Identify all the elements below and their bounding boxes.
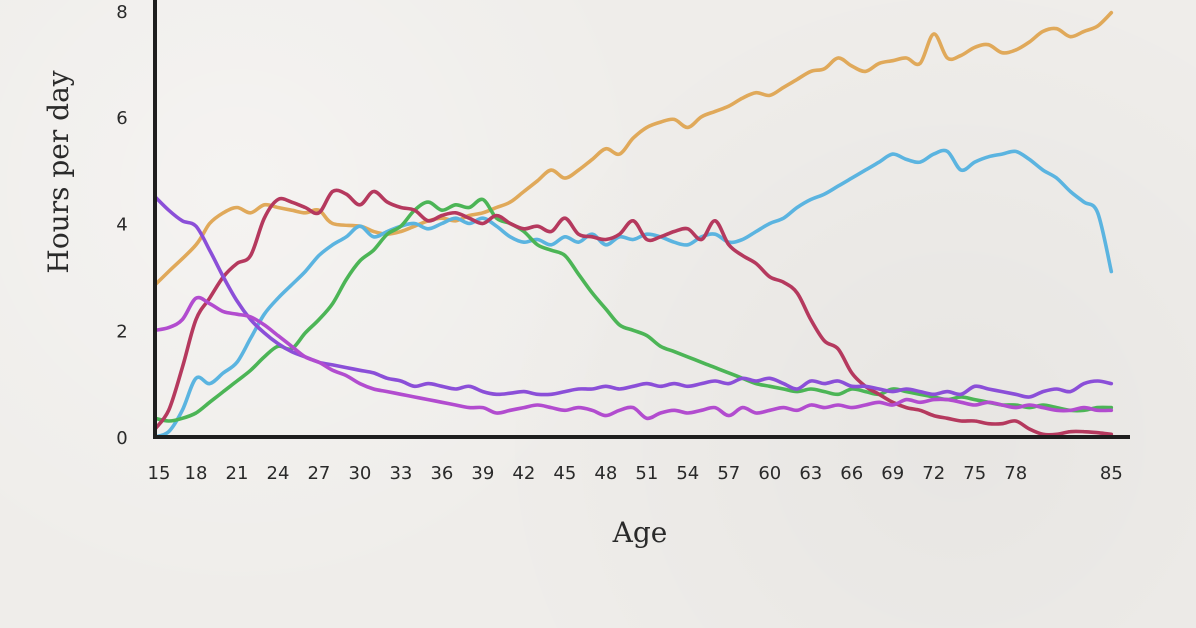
- x-tick-label: 48: [594, 463, 617, 484]
- x-tick-label: 60: [758, 463, 781, 484]
- y-tick-label: 6: [116, 108, 127, 129]
- y-tick-label: 0: [116, 428, 127, 449]
- x-tick-label: 69: [881, 463, 904, 484]
- x-tick-label: 72: [922, 463, 945, 484]
- x-tick-label: 15: [148, 463, 171, 484]
- series-line-2: [153, 148, 1114, 439]
- series-layer: [153, 10, 1114, 439]
- x-tick-label: 21: [226, 463, 249, 484]
- series-line-4: [153, 188, 1114, 437]
- x-tick-label: 66: [840, 463, 863, 484]
- x-axis-title: Age: [612, 516, 668, 549]
- x-tick-label: 39: [471, 463, 494, 484]
- series-line-1: [153, 10, 1114, 287]
- x-tick-label: 24: [267, 463, 290, 484]
- y-tick-label: 2: [116, 321, 127, 342]
- x-tick-label: 51: [635, 463, 658, 484]
- series-line-6: [153, 295, 1114, 421]
- x-tick-label: 78: [1004, 463, 1027, 484]
- x-tick-label: 33: [389, 463, 412, 484]
- x-tick-labels: 15 18 21 24 27 30 33 36 39 42 45 48 51 54 57 60 63 66 69 72…: [148, 463, 1123, 484]
- x-tick-label: 30: [348, 463, 371, 484]
- y-tick-labels: 0 2 4 6 8: [116, 2, 127, 449]
- x-tick-label: 63: [799, 463, 822, 484]
- x-tick-label: 36: [430, 463, 453, 484]
- x-tick-label: 45: [553, 463, 576, 484]
- y-tick-label: 4: [116, 215, 127, 236]
- x-tick-label: 75: [963, 463, 986, 484]
- x-tick-label: 57: [717, 463, 740, 484]
- x-tick-label: 54: [676, 463, 699, 484]
- y-tick-label: 8: [116, 2, 127, 23]
- series-line-5: [153, 195, 1114, 399]
- x-tick-label: 85: [1100, 463, 1123, 484]
- y-axis-title: Hours per day: [42, 70, 75, 273]
- x-tick-label: 27: [307, 463, 330, 484]
- x-tick-label: 18: [185, 463, 208, 484]
- x-tick-label: 42: [512, 463, 535, 484]
